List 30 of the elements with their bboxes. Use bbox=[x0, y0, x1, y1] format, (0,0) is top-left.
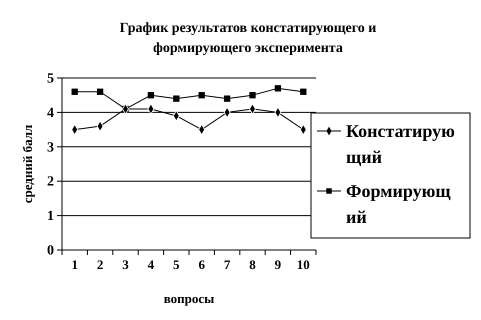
legend-label: Констатирующий bbox=[346, 121, 456, 167]
y-tick-label: 5 bbox=[47, 71, 54, 86]
x-tick-label: 6 bbox=[198, 257, 206, 272]
point bbox=[224, 95, 230, 102]
x-axis-title: вопросы bbox=[164, 291, 214, 306]
x-tick-label: 8 bbox=[249, 257, 256, 272]
point bbox=[96, 88, 104, 95]
x-tick-label: 3 bbox=[122, 257, 130, 272]
point bbox=[249, 92, 256, 98]
point bbox=[274, 85, 282, 92]
legend-label: Формирующий bbox=[346, 181, 452, 227]
y-tick-label: 4 bbox=[47, 106, 54, 121]
y-axis-title: средний балл bbox=[20, 124, 35, 204]
y-tick-label: 3 bbox=[47, 140, 54, 156]
x-tick-label: 7 bbox=[224, 257, 231, 272]
x-tick-label: 4 bbox=[148, 257, 155, 272]
point bbox=[72, 88, 78, 95]
chart-title: График результатов констатирующего и формирующего эксперимента bbox=[120, 21, 376, 56]
y-tick-label: 1 bbox=[47, 209, 54, 224]
y-tick-label: 0 bbox=[47, 243, 54, 258]
point bbox=[173, 95, 180, 102]
x-tick-label: 2 bbox=[96, 257, 104, 272]
y-tick-label: 2 bbox=[47, 174, 54, 190]
point bbox=[148, 92, 154, 98]
point bbox=[300, 88, 306, 95]
x-tick-label: 1 bbox=[71, 257, 78, 272]
x-tick-label: 5 bbox=[173, 257, 180, 272]
point bbox=[198, 92, 205, 98]
x-tick-label: 10 bbox=[296, 257, 310, 272]
x-tick-label: 9 bbox=[274, 257, 282, 272]
